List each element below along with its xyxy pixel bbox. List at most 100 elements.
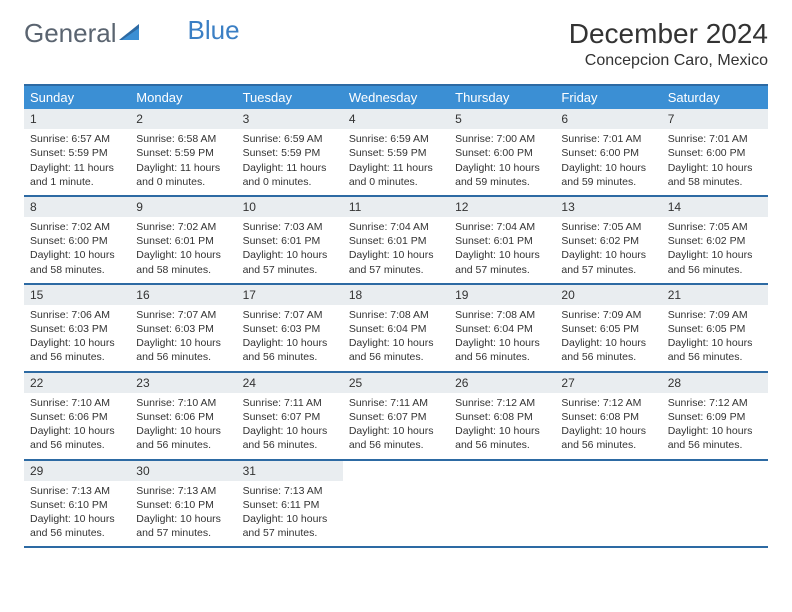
day-number: 27 bbox=[555, 373, 661, 393]
day-number: 18 bbox=[343, 285, 449, 305]
day-cell: 11Sunrise: 7:04 AMSunset: 6:01 PMDayligh… bbox=[343, 197, 449, 283]
sunrise-text: Sunrise: 7:03 AM bbox=[243, 220, 337, 234]
daylight-text: Daylight: 10 hours and 57 minutes. bbox=[561, 248, 655, 276]
day-cell: 2Sunrise: 6:58 AMSunset: 5:59 PMDaylight… bbox=[130, 109, 236, 195]
day-cell: 9Sunrise: 7:02 AMSunset: 6:01 PMDaylight… bbox=[130, 197, 236, 283]
sunset-text: Sunset: 6:07 PM bbox=[243, 410, 337, 424]
sunrise-text: Sunrise: 7:12 AM bbox=[455, 396, 549, 410]
sunset-text: Sunset: 6:11 PM bbox=[243, 498, 337, 512]
sunset-text: Sunset: 6:01 PM bbox=[243, 234, 337, 248]
day-number: 13 bbox=[555, 197, 661, 217]
sunset-text: Sunset: 6:05 PM bbox=[561, 322, 655, 336]
daylight-text: Daylight: 10 hours and 57 minutes. bbox=[243, 248, 337, 276]
sunrise-text: Sunrise: 6:58 AM bbox=[136, 132, 230, 146]
daylight-text: Daylight: 10 hours and 58 minutes. bbox=[136, 248, 230, 276]
sunrise-text: Sunrise: 7:11 AM bbox=[243, 396, 337, 410]
day-cell: 1 Sunrise: 6:57 AMSunset: 5:59 PMDaylight… bbox=[24, 109, 130, 195]
day-cell bbox=[662, 461, 768, 547]
dayheader-thursday: Thursday bbox=[449, 86, 555, 109]
weeks-container: 1Sunrise: 6:57 AMSunset: 5:59 PMDaylight… bbox=[24, 109, 768, 548]
daylight-text: Daylight: 11 hours and 0 minutes. bbox=[349, 161, 443, 189]
day-cell: 4 Sunrise: 6:59 AMSunset: 5:59 PMDaylight… bbox=[343, 109, 449, 195]
daylight-text: Daylight: 10 hours and 56 minutes. bbox=[30, 424, 124, 452]
sunset-text: Sunset: 6:02 PM bbox=[668, 234, 762, 248]
sunset-text: Sunset: 5:59 PM bbox=[30, 146, 124, 160]
day-number: 26 bbox=[449, 373, 555, 393]
sunrise-text: Sunrise: 7:12 AM bbox=[668, 396, 762, 410]
sunset-text: Sunset: 6:04 PM bbox=[349, 322, 443, 336]
sunrise-text: Sunrise: 7:02 AM bbox=[136, 220, 230, 234]
sunset-text: Sunset: 6:00 PM bbox=[455, 146, 549, 160]
sunrise-text: Sunrise: 7:13 AM bbox=[30, 484, 124, 498]
daylight-text: Daylight: 10 hours and 57 minutes. bbox=[136, 512, 230, 540]
page-header: General Blue December 2024 Concepcion Ca… bbox=[24, 18, 768, 70]
day-number: 4 bbox=[343, 109, 449, 129]
day-cell: 24Sunrise: 7:11 AMSunset: 6:07 PMDayligh… bbox=[237, 373, 343, 459]
day-cell: 28Sunrise: 7:12 AMSunset: 6:09 PMDayligh… bbox=[662, 373, 768, 459]
week-row: 29Sunrise: 7:13 AMSunset: 6:10 PMDayligh… bbox=[24, 461, 768, 549]
week-row: 22 Sunrise: 7:10 AMSunset: 6:06 PM Dayligh… bbox=[24, 373, 768, 461]
daylight-text: Daylight: 10 hours and 56 minutes. bbox=[668, 336, 762, 364]
day-cell: 18Sunrise: 7:08 AMSunset: 6:04 PMDayligh… bbox=[343, 285, 449, 371]
day-number: 22 bbox=[24, 373, 130, 393]
day-cell: 21Sunrise: 7:09 AMSunset: 6:05 PMDayligh… bbox=[662, 285, 768, 371]
day-cell bbox=[343, 461, 449, 547]
day-number: 17 bbox=[237, 285, 343, 305]
day-number: 1 bbox=[24, 109, 130, 129]
daylight-text: Daylight: 10 hours and 56 minutes. bbox=[668, 424, 762, 452]
sunrise-text: Sunrise: 7:05 AM bbox=[561, 220, 655, 234]
calendar-grid: Sunday Monday Tuesday Wednesday Thursday… bbox=[24, 84, 768, 548]
day-cell: 14Sunrise: 7:05 AMSunset: 6:02 PMDayligh… bbox=[662, 197, 768, 283]
daylight-text: Daylight: 10 hours and 56 minutes. bbox=[455, 336, 549, 364]
day-cell: 3Sunrise: 6:59 AMSunset: 5:59 PMDaylight… bbox=[237, 109, 343, 195]
sunrise-text: Sunrise: 7:01 AM bbox=[561, 132, 655, 146]
title-block: December 2024 Concepcion Caro, Mexico bbox=[569, 18, 768, 70]
day-number: 23 bbox=[130, 373, 236, 393]
sunset-text: Sunset: 6:09 PM bbox=[668, 410, 762, 424]
day-cell: 23Sunrise: 7:10 AMSunset: 6:06 PMDayligh… bbox=[130, 373, 236, 459]
day-cell: 19Sunrise: 7:08 AMSunset: 6:04 PMDayligh… bbox=[449, 285, 555, 371]
sunset-text: Sunset: 6:05 PM bbox=[668, 322, 762, 336]
daylight-text: Daylight: 10 hours and 56 minutes. bbox=[30, 512, 124, 540]
sunrise-text: Sunrise: 7:09 AM bbox=[561, 308, 655, 322]
day-number: 20 bbox=[555, 285, 661, 305]
day-number: 30 bbox=[130, 461, 236, 481]
sunrise-text: Sunrise: 6:59 AM bbox=[349, 132, 443, 146]
sunrise-text: Sunrise: 7:10 AM bbox=[136, 396, 230, 410]
sunrise-text: Sunrise: 7:02 AM bbox=[30, 220, 124, 234]
sunrise-text: Sunrise: 7:08 AM bbox=[455, 308, 549, 322]
sunset-text: Sunset: 6:00 PM bbox=[668, 146, 762, 160]
daylight-text: Daylight: 10 hours and 57 minutes. bbox=[243, 512, 337, 540]
day-number: 29 bbox=[24, 461, 130, 481]
brand-logo: General Blue bbox=[24, 18, 240, 49]
sunset-text: Sunset: 6:08 PM bbox=[455, 410, 549, 424]
sunrise-text: Sunrise: 7:04 AM bbox=[349, 220, 443, 234]
day-cell: 6Sunrise: 7:01 AMSunset: 6:00 PMDaylight… bbox=[555, 109, 661, 195]
daylight-text: Daylight: 11 hours and 1 minute. bbox=[30, 161, 124, 189]
day-cell: 13Sunrise: 7:05 AMSunset: 6:02 PMDayligh… bbox=[555, 197, 661, 283]
day-number: 8 bbox=[24, 197, 130, 217]
sunset-text: Sunset: 6:10 PM bbox=[136, 498, 230, 512]
day-header-row: Sunday Monday Tuesday Wednesday Thursday… bbox=[24, 86, 768, 109]
dayheader-monday: Monday bbox=[130, 86, 236, 109]
daylight-text: Daylight: 10 hours and 56 minutes. bbox=[349, 424, 443, 452]
dayheader-friday: Friday bbox=[555, 86, 661, 109]
dayheader-tuesday: Tuesday bbox=[237, 86, 343, 109]
daylight-text: Daylight: 10 hours and 56 minutes. bbox=[243, 424, 337, 452]
day-cell: 16Sunrise: 7:07 AMSunset: 6:03 PMDayligh… bbox=[130, 285, 236, 371]
day-number: 7 bbox=[662, 109, 768, 129]
sunset-text: Sunset: 5:59 PM bbox=[349, 146, 443, 160]
day-cell: 29Sunrise: 7:13 AMSunset: 6:10 PMDayligh… bbox=[24, 461, 130, 547]
daylight-text: Daylight: 10 hours and 56 minutes. bbox=[136, 336, 230, 364]
day-cell: 30Sunrise: 7:13 AMSunset: 6:10 PMDayligh… bbox=[130, 461, 236, 547]
sunrise-text: Sunrise: 7:07 AM bbox=[243, 308, 337, 322]
sunset-text: Sunset: 6:03 PM bbox=[30, 322, 124, 336]
sunrise-text: Sunrise: 6:57 AM bbox=[30, 132, 124, 146]
day-cell: 31Sunrise: 7:13 AMSunset: 6:11 PMDayligh… bbox=[237, 461, 343, 547]
sunset-text: Sunset: 6:06 PM bbox=[136, 410, 230, 424]
sunrise-text: Sunrise: 7:01 AM bbox=[668, 132, 762, 146]
daylight-text: Daylight: 10 hours and 56 minutes. bbox=[30, 336, 124, 364]
day-number: 16 bbox=[130, 285, 236, 305]
daylight-text: Daylight: 10 hours and 58 minutes. bbox=[30, 248, 124, 276]
day-number: 21 bbox=[662, 285, 768, 305]
